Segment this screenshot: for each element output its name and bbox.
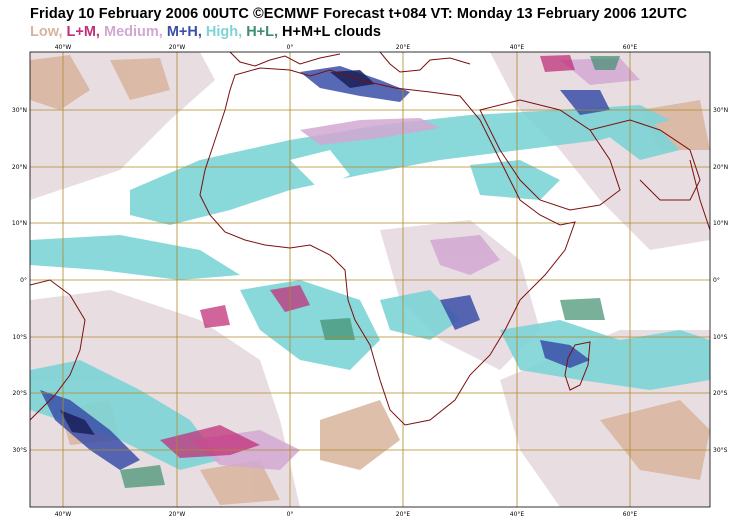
legend-low: Low, [30, 24, 63, 40]
lat-label: 0° [713, 277, 720, 284]
cloud-field [30, 52, 710, 507]
legend-medium: Medium, [103, 24, 163, 40]
latitude-ticks-left: 30°N 20°N 10°N 0° 10°S 20°S 30°S [12, 107, 27, 454]
legend-high: High, [205, 24, 243, 40]
graticule [30, 52, 710, 507]
lon-label: 20°W [169, 511, 186, 518]
legend-low-medium: L+M, [66, 24, 100, 40]
lon-label: 20°W [169, 44, 186, 51]
lat-label: 30°N [12, 107, 27, 114]
legend-medium-high: M+H, [166, 24, 202, 40]
cloud-legend: Low, L+M, Medium, M+H, High, H+L, H+M+L … [30, 24, 381, 40]
lon-label: 40°W [55, 44, 72, 51]
coastlines [30, 52, 710, 426]
lat-label: 20°N [12, 164, 27, 171]
lat-label: 10°N [713, 220, 728, 227]
lat-label: 30°S [13, 447, 28, 454]
lon-label: 20°E [396, 511, 411, 518]
lat-label: 0° [20, 277, 27, 284]
lat-label: 20°S [713, 390, 728, 397]
lon-label: 60°E [623, 511, 638, 518]
lon-label: 40°E [510, 44, 525, 51]
latitude-ticks-right: 30°N 20°N 10°N 0° 10°S 20°S 30°S [713, 107, 728, 454]
lon-label: 40°W [55, 511, 72, 518]
lat-label: 10°N [12, 220, 27, 227]
longitude-ticks-bottom: 40°W 20°W 0° 20°E 40°E 60°E [55, 511, 638, 518]
lat-label: 30°N [713, 107, 728, 114]
lat-label: 30°S [713, 447, 728, 454]
lon-label: 0° [287, 44, 294, 51]
lon-label: 0° [287, 511, 294, 518]
legend-high-low: H+L, [246, 24, 279, 40]
map-frame [29, 51, 711, 508]
lon-label: 20°E [396, 44, 411, 51]
legend-all-layers: H+M+L clouds [282, 24, 381, 40]
lat-label: 10°S [13, 334, 28, 341]
lon-label: 60°E [623, 44, 638, 51]
lat-label: 20°N [713, 164, 728, 171]
lat-label: 10°S [713, 334, 728, 341]
lon-label: 40°E [510, 511, 525, 518]
longitude-ticks-top: 40°W 20°W 0° 20°E 40°E 60°E [55, 44, 638, 51]
lat-label: 20°S [13, 390, 28, 397]
page-title: Friday 10 February 2006 00UTC ©ECMWF For… [30, 6, 688, 22]
